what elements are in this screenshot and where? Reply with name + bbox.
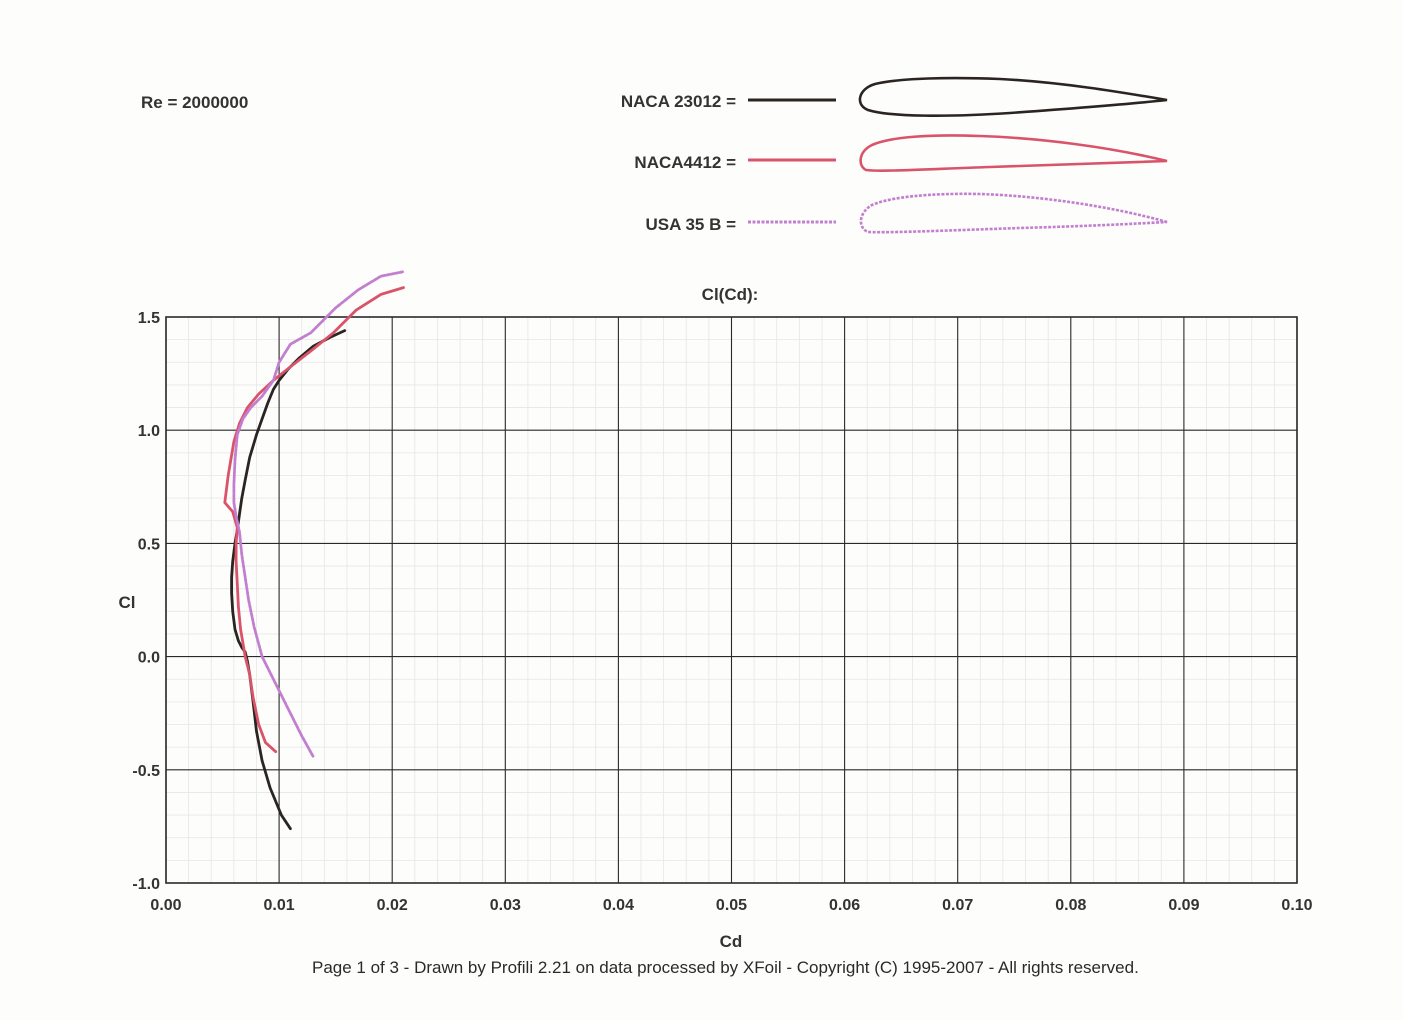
legend-entry-naca4412: NACA4412 = xyxy=(634,134,1168,172)
x-tick-label: 0.02 xyxy=(377,897,408,914)
x-tick-label: 0.04 xyxy=(603,897,634,914)
major-grid xyxy=(165,316,1298,884)
series-line-usa-35-b xyxy=(232,270,405,758)
airfoil-profile-usa35b-icon xyxy=(859,192,1168,234)
x-tick-label: 0.03 xyxy=(490,897,521,914)
x-tick-label: 0.00 xyxy=(150,897,181,914)
x-axis-label: Cd xyxy=(720,932,743,951)
x-tick-label: 0.05 xyxy=(716,897,747,914)
legend-label: NACA4412 = xyxy=(634,153,736,172)
legend-label: NACA 23012 = xyxy=(621,92,736,111)
y-tick-label: 0.0 xyxy=(138,650,160,667)
y-tick-label: 1.5 xyxy=(138,310,160,327)
footer-copyright: Page 1 of 3 - Drawn by Profili 2.21 on d… xyxy=(312,958,1139,977)
plot-frame xyxy=(165,316,1298,884)
series-layer xyxy=(223,270,405,831)
x-tick-label: 0.06 xyxy=(829,897,860,914)
legend-entry-usa35b: USA 35 B = xyxy=(645,192,1168,234)
legend-entry-naca23012: NACA 23012 = xyxy=(621,76,1168,117)
airfoil-profile-naca23012-icon xyxy=(858,76,1168,117)
x-tick-label: 0.09 xyxy=(1168,897,1199,914)
airfoil-profile-naca4412-icon xyxy=(859,134,1168,172)
y-tick-label: -0.5 xyxy=(132,763,160,780)
reynolds-number-label: Re = 2000000 xyxy=(141,93,248,112)
x-tick-label: 0.07 xyxy=(942,897,973,914)
y-axis-ticks: 1.5 1.0 0.5 0.0 -0.5 -1.0 xyxy=(132,310,160,893)
x-axis-ticks: 0.00 0.01 0.02 0.03 0.04 0.05 0.06 0.07 0.08 0.09… xyxy=(150,897,1312,914)
y-tick-label: 0.5 xyxy=(138,536,160,553)
y-tick-label: -1.0 xyxy=(132,876,160,893)
chart-title: Cl(Cd): xyxy=(702,285,759,304)
x-tick-label: 0.01 xyxy=(264,897,295,914)
y-tick-label: 1.0 xyxy=(138,423,160,440)
y-axis-label: Cl xyxy=(119,593,136,612)
legend-label: USA 35 B = xyxy=(645,215,736,234)
series-line-naca4412 xyxy=(223,286,405,754)
x-tick-label: 0.10 xyxy=(1281,897,1312,914)
x-tick-label: 0.08 xyxy=(1055,897,1086,914)
